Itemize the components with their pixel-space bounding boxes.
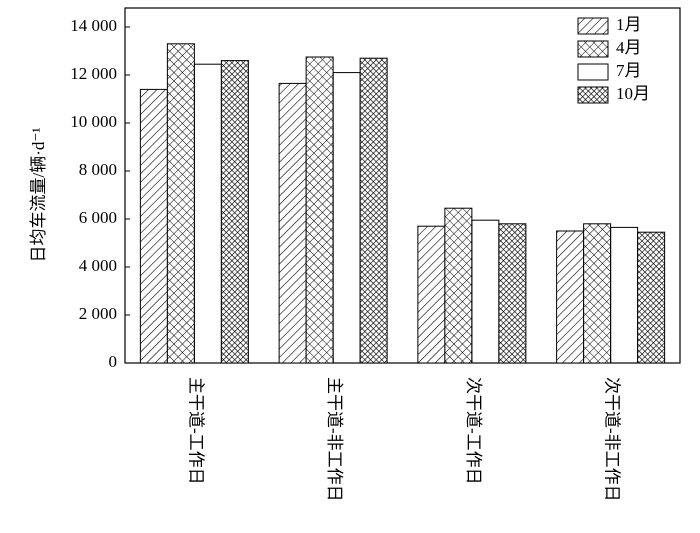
bar — [417, 225, 446, 364]
bar — [637, 231, 666, 364]
y-tick-label: 0 — [109, 352, 118, 371]
legend-swatch — [577, 63, 609, 81]
legend-label: 10月 — [616, 84, 650, 103]
y-tick-label: 12 000 — [70, 64, 117, 83]
legend-label: 7月 — [616, 61, 642, 80]
legend-swatch — [577, 40, 609, 58]
y-tick-label: 14 000 — [70, 16, 117, 35]
plot-frame — [124, 7, 681, 364]
y-tick-label: 8 000 — [79, 160, 117, 179]
x-tick-label: 主干道-非工作日 — [325, 377, 344, 502]
x-tick-label: 主干道-工作日 — [186, 377, 205, 485]
legend-label: 1月 — [616, 15, 642, 34]
legend-label: 4月 — [616, 38, 642, 57]
y-tick-label: 2 000 — [79, 304, 117, 323]
bar — [583, 223, 612, 364]
bar — [278, 82, 307, 364]
bar — [193, 63, 222, 364]
y-tick-label: 6 000 — [79, 208, 117, 227]
bar — [220, 60, 249, 364]
bar — [166, 43, 195, 364]
bar — [556, 230, 585, 364]
y-tick-label: 4 000 — [79, 256, 117, 275]
bar — [471, 219, 500, 364]
bar — [139, 88, 168, 364]
y-tick-label: 10 000 — [70, 112, 117, 131]
x-tick-label: 次干道-工作日 — [464, 377, 483, 485]
legend-swatch — [577, 86, 609, 104]
bar — [305, 56, 334, 364]
bar — [610, 226, 639, 364]
legend-swatch — [577, 17, 609, 35]
bar — [498, 223, 527, 364]
x-tick-label: 次干道-非工作日 — [603, 377, 622, 502]
bar — [359, 57, 388, 364]
bar — [332, 72, 361, 364]
y-axis-label: 日均车流量/辆·d⁻¹ — [29, 128, 48, 263]
bar — [444, 207, 473, 364]
